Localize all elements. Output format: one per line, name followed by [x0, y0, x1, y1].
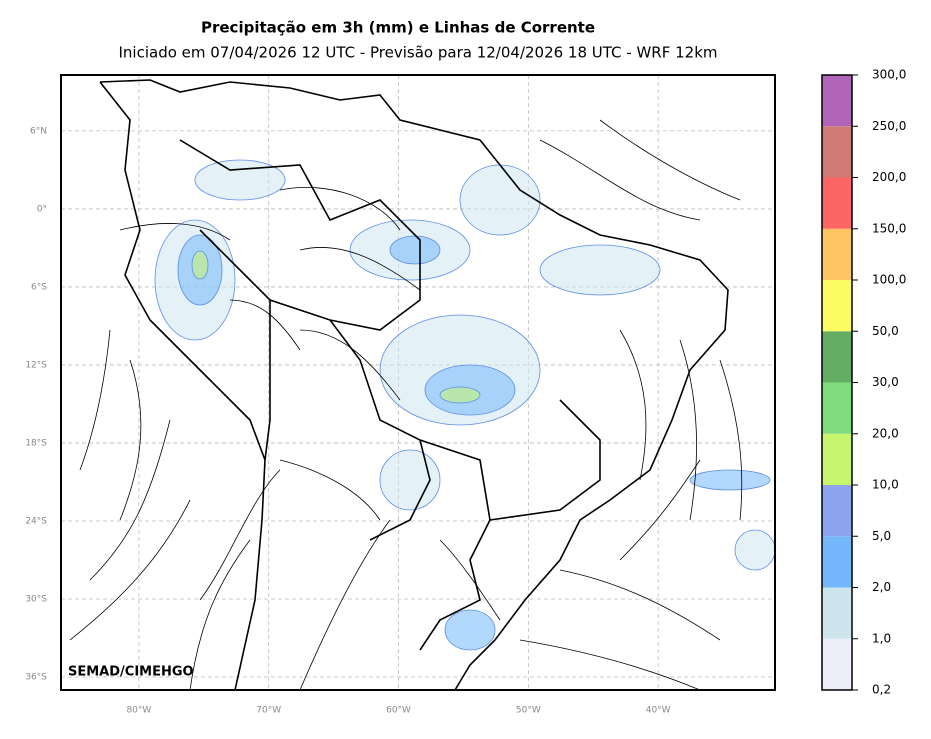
- map-content: SEMAD/CIMEHGO: [68, 79, 775, 690]
- lat-tick-label: 36°S: [25, 672, 47, 682]
- lat-tick-label: 24°S: [25, 516, 47, 526]
- colorbar-segment: [822, 280, 852, 332]
- colorbar-segment: [822, 177, 852, 229]
- lat-tick-label: 12°S: [25, 360, 47, 370]
- colorbar-label: 250,0: [872, 119, 906, 133]
- map-frame: [60, 74, 776, 691]
- colorbar-segment: [822, 536, 852, 588]
- subtitle: Iniciado em 07/04/2026 12 UTC - Previsão…: [118, 44, 717, 62]
- colorbar-label: 300,0: [872, 68, 906, 82]
- lon-tick-label: 40°W: [646, 706, 671, 716]
- colorbar-label: 1,0: [872, 631, 891, 645]
- colorbar-label: 50,0: [872, 324, 899, 338]
- colorbar-label: 20,0: [872, 426, 899, 440]
- colorbar-label: 0,2: [872, 683, 891, 697]
- colorbar-frame: [821, 74, 853, 691]
- lat-tick-label: 6°S: [31, 282, 47, 292]
- colorbar-label: 5,0: [872, 529, 891, 543]
- colorbar-segment: [822, 228, 852, 280]
- colorbar-segment: [822, 75, 852, 127]
- colorbar-segment: [822, 382, 852, 434]
- country-borders: [179, 139, 601, 651]
- colorbar-segment: [822, 638, 852, 690]
- streamlines: [69, 119, 743, 690]
- coastline: [99, 79, 729, 690]
- colorbar-segment: [822, 587, 852, 639]
- lat-tick-label: 18°S: [25, 438, 47, 448]
- lon-tick-label: 80°W: [126, 706, 151, 716]
- lat-tick-label: 0°: [37, 204, 47, 214]
- colorbar-label: 200,0: [872, 170, 906, 184]
- lat-tick-label: 30°S: [25, 594, 47, 604]
- lon-tick-label: 50°W: [516, 706, 541, 716]
- colorbar-label: 30,0: [872, 375, 899, 389]
- colorbar-segment: [822, 331, 852, 383]
- colorbar: 0,2 1,0 2,0 5,0 10,0 20,0 30,0 50,0 100,0 150,0 20…: [822, 68, 906, 697]
- colorbar-label: 100,0: [872, 273, 906, 287]
- colorbar-label: 2,0: [872, 580, 891, 594]
- lon-tick-label: 70°W: [256, 706, 281, 716]
- colorbar-label: 150,0: [872, 221, 906, 235]
- colorbar-segment: [822, 485, 852, 537]
- lat-tick-label: 6°N: [30, 126, 47, 136]
- colorbar-label: 10,0: [872, 478, 899, 492]
- colorbar-segment: [822, 433, 852, 485]
- credit: SEMAD/CIMEHGO: [68, 665, 194, 680]
- title: Precipitação em 3h (mm) e Linhas de Corr…: [201, 19, 595, 37]
- lon-tick-label: 60°W: [386, 706, 411, 716]
- colorbar-segment: [822, 126, 852, 178]
- precipitation: [154, 159, 775, 651]
